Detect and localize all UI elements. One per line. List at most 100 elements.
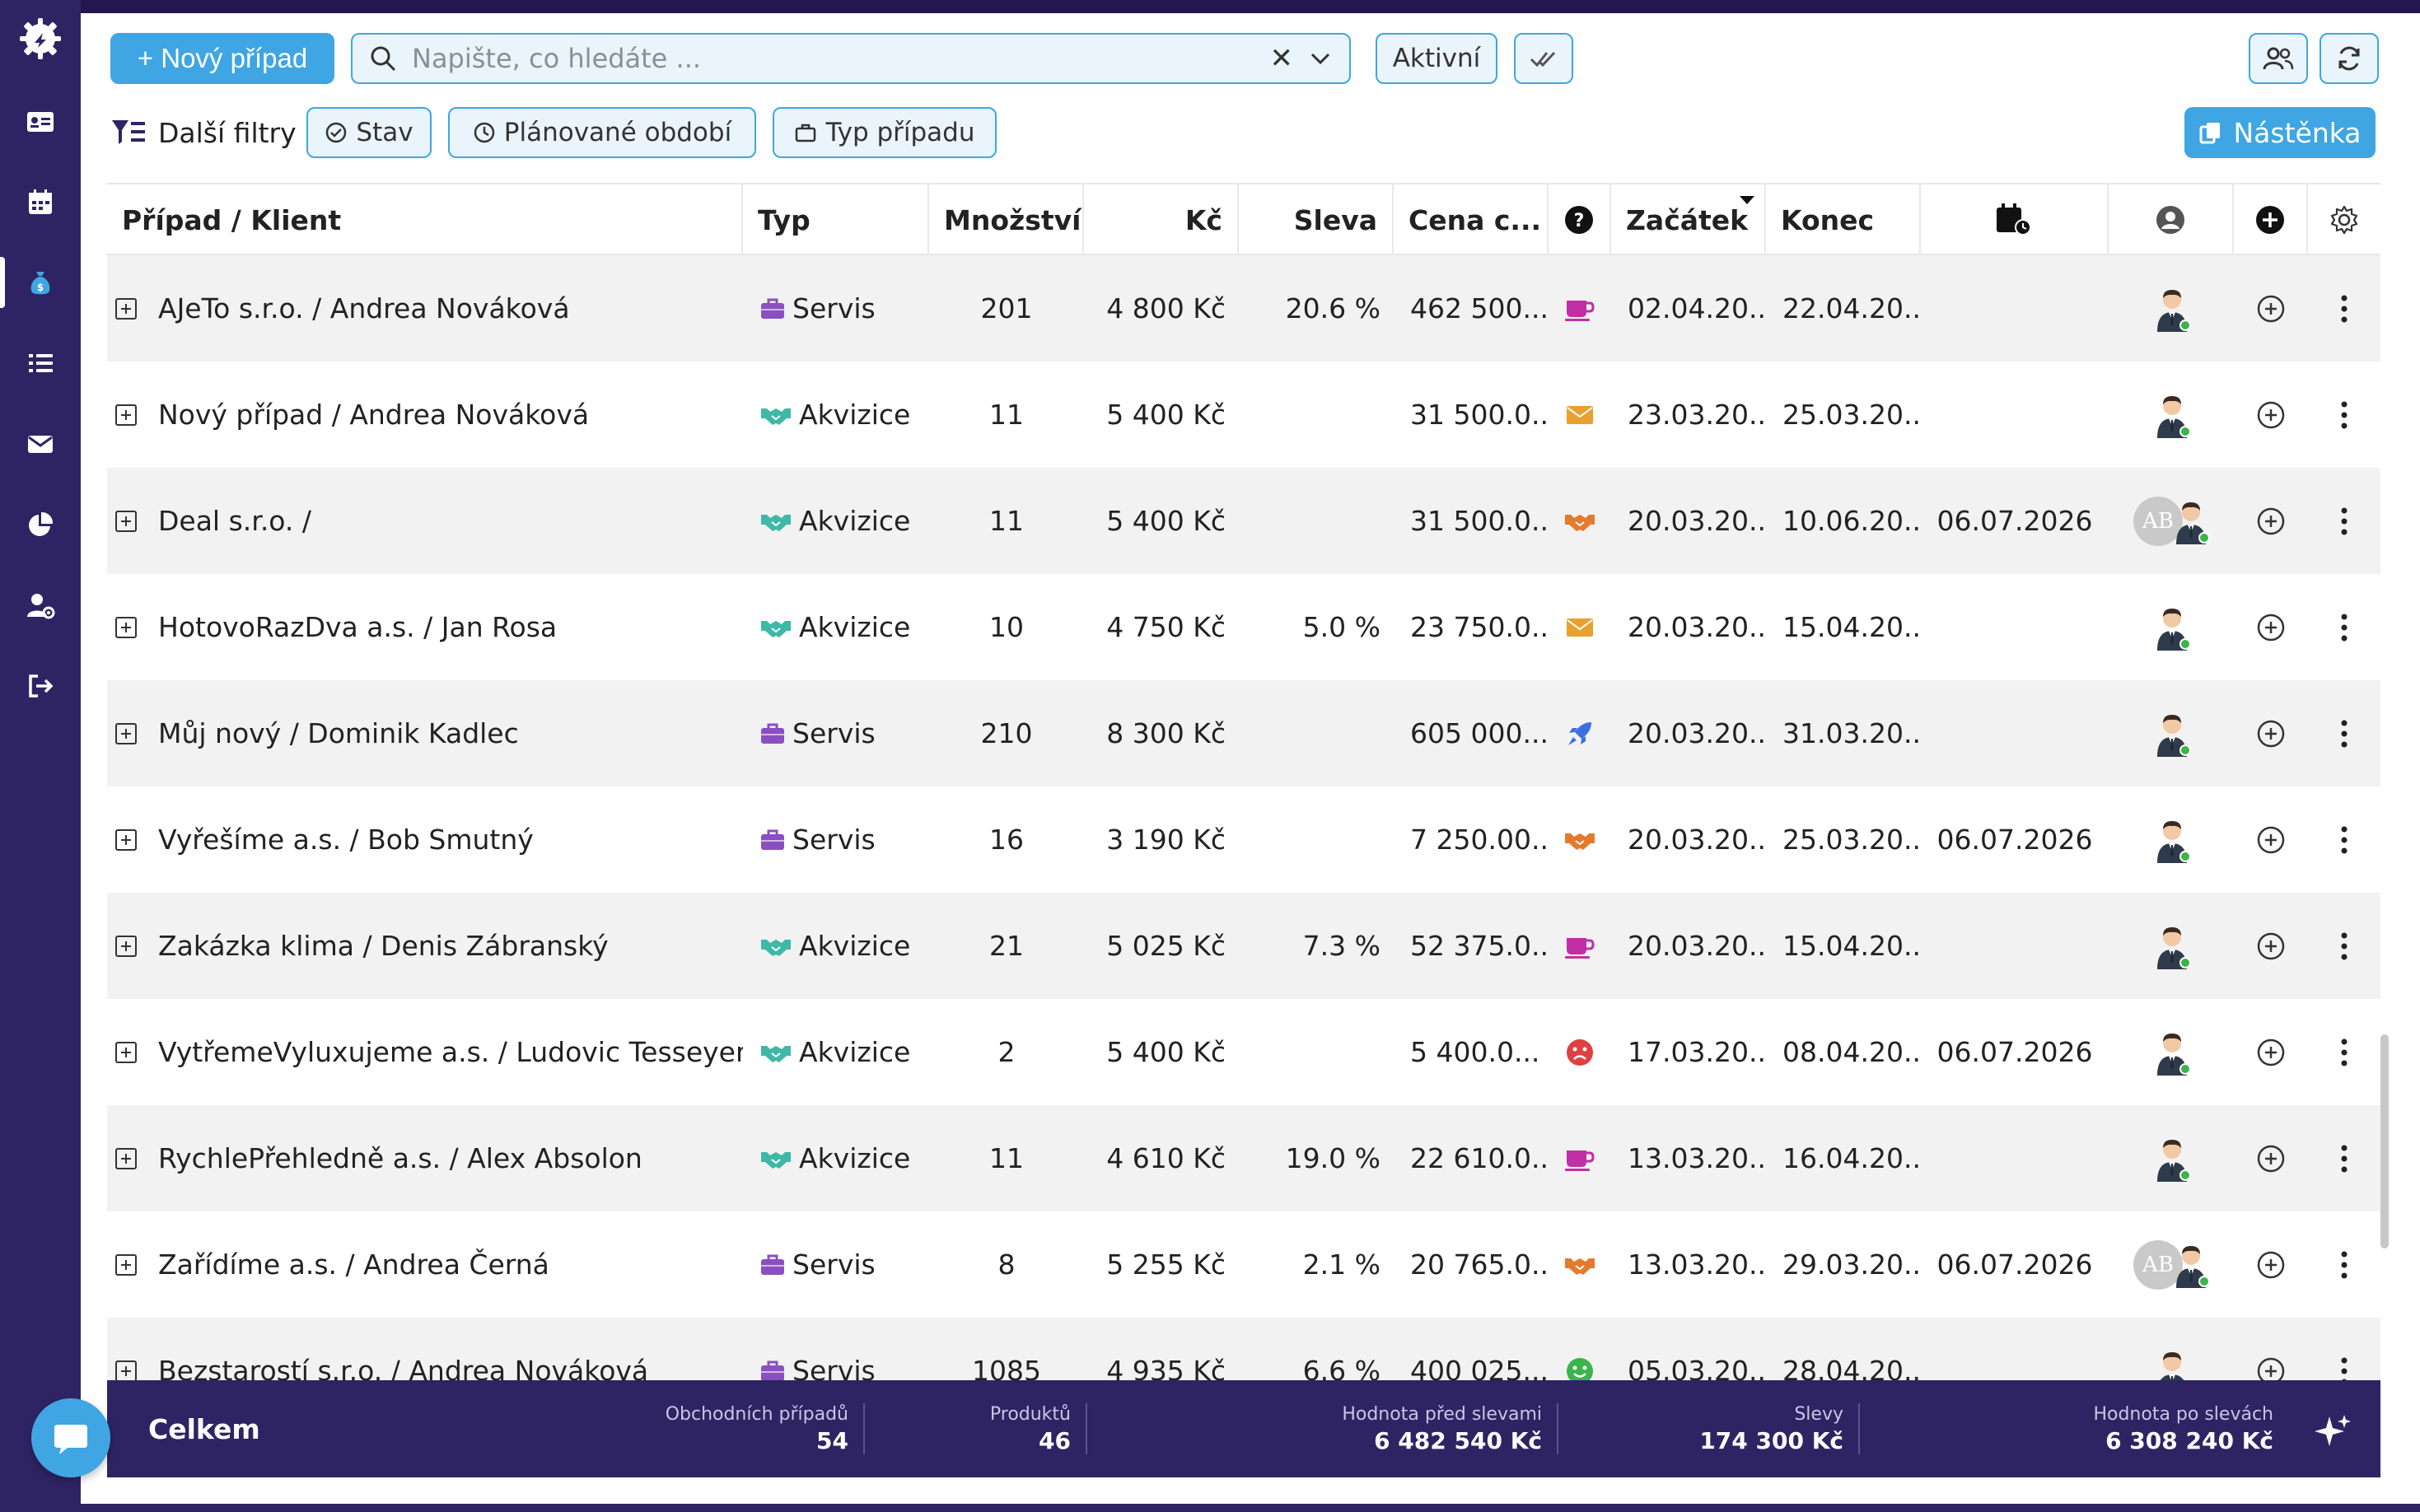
sidebar-item-reports[interactable]: [0, 488, 81, 562]
table-settings-button[interactable]: [2308, 184, 2380, 255]
col-total[interactable]: Cena c...: [1394, 184, 1549, 255]
table-row[interactable]: Vyřešíme a.s. / Bob Smutný Servis 16 3 190 …: [107, 786, 2380, 893]
table-row[interactable]: Deal s.r.o. / Akvizice 11 5 400 Kč 31 500.0.…: [107, 468, 2380, 574]
add-plus-icon[interactable]: [2256, 400, 2286, 430]
sidebar-item-user-settings[interactable]: [0, 568, 81, 642]
add-plus-icon[interactable]: [2256, 1144, 2286, 1174]
expand-row-icon[interactable]: [115, 404, 137, 426]
add-plus-icon[interactable]: [2256, 613, 2286, 642]
more-options-icon[interactable]: [2339, 613, 2349, 642]
col-start[interactable]: Začátek: [1611, 184, 1766, 255]
avatar[interactable]: [2152, 1137, 2191, 1182]
happy-face-icon[interactable]: [1566, 1357, 1594, 1385]
board-button[interactable]: Nástěnka: [2184, 107, 2376, 158]
clear-search-icon[interactable]: ✕: [1269, 42, 1294, 75]
expand-row-icon[interactable]: [115, 1041, 137, 1063]
app-logo-icon[interactable]: [18, 16, 63, 61]
avatar[interactable]: [2152, 819, 2191, 863]
filter-period-button[interactable]: Plánované období: [448, 107, 756, 158]
handshake-icon[interactable]: [1563, 828, 1596, 852]
col-type[interactable]: Typ: [743, 184, 929, 255]
sidebar-item-mail[interactable]: [0, 407, 81, 481]
avatar[interactable]: [2171, 500, 2210, 544]
expand-row-icon[interactable]: [115, 1147, 137, 1169]
more-filters-button[interactable]: Další filtry: [110, 107, 297, 158]
col-quantity[interactable]: Množství: [929, 184, 1084, 255]
more-options-icon[interactable]: [2339, 719, 2349, 749]
sad-face-icon[interactable]: [1566, 1038, 1594, 1066]
table-scrollbar[interactable]: [2380, 1034, 2389, 1248]
ai-assistant-button[interactable]: [2306, 1405, 2361, 1459]
col-status[interactable]: ?: [1549, 184, 1611, 255]
col-end[interactable]: Konec: [1766, 184, 1921, 255]
coffee-cup-icon[interactable]: [1563, 1144, 1596, 1174]
coffee-cup-icon[interactable]: [1563, 294, 1596, 324]
sidebar-item-calendar[interactable]: [0, 165, 81, 239]
col-add[interactable]: [2234, 184, 2308, 255]
avatar[interactable]: [2152, 394, 2191, 438]
table-row[interactable]: HotovoRazDva a.s. / Jan Rosa Akvizice 10 4 …: [107, 574, 2380, 680]
more-options-icon[interactable]: [2339, 1038, 2349, 1067]
col-planned[interactable]: [1921, 184, 2109, 255]
chat-button[interactable]: [31, 1398, 110, 1477]
search-input[interactable]: [412, 43, 1255, 74]
handshake-icon[interactable]: [1563, 510, 1596, 533]
table-row[interactable]: Nový případ / Andrea Nováková Akvizice 11 5…: [107, 362, 2380, 468]
filter-type-button[interactable]: Typ případu: [773, 107, 997, 158]
sidebar-item-deals[interactable]: $: [0, 245, 81, 320]
expand-row-icon[interactable]: [115, 828, 137, 851]
add-plus-icon[interactable]: [2256, 506, 2286, 536]
avatar[interactable]: [2171, 1244, 2210, 1288]
handshake-icon[interactable]: [1563, 1253, 1596, 1276]
expand-row-icon[interactable]: [115, 1360, 137, 1382]
expand-row-icon[interactable]: [115, 935, 137, 957]
col-price[interactable]: Kč: [1084, 184, 1239, 255]
col-discount[interactable]: Sleva: [1239, 184, 1394, 255]
more-options-icon[interactable]: [2339, 294, 2349, 324]
users-button[interactable]: [2249, 33, 2308, 84]
coffee-cup-icon[interactable]: [1563, 931, 1596, 961]
rocket-icon[interactable]: [1565, 719, 1595, 749]
expand-row-icon[interactable]: [115, 616, 137, 638]
table-row[interactable]: Můj nový / Dominik Kadlec Servis 210 8 300 …: [107, 680, 2380, 786]
avatar[interactable]: [2152, 712, 2191, 757]
refresh-button[interactable]: [2320, 33, 2379, 84]
table-row[interactable]: Zařídíme a.s. / Andrea Černá Servis 8 5 255…: [107, 1211, 2380, 1318]
col-case-client[interactable]: Případ / Klient: [107, 184, 743, 255]
add-plus-icon[interactable]: [2256, 719, 2286, 749]
envelope-icon[interactable]: [1565, 404, 1595, 427]
add-plus-icon[interactable]: [2256, 931, 2286, 961]
expand-row-icon[interactable]: [115, 297, 137, 320]
new-case-button[interactable]: + Nový případ: [110, 33, 334, 84]
more-options-icon[interactable]: [2339, 931, 2349, 961]
expand-row-icon[interactable]: [115, 510, 137, 532]
avatar[interactable]: [2152, 606, 2191, 651]
add-plus-icon[interactable]: [2256, 825, 2286, 855]
more-options-icon[interactable]: [2339, 400, 2349, 430]
table-row[interactable]: RychlePřehledně a.s. / Alex Absolon Akviz…: [107, 1105, 2380, 1211]
envelope-icon[interactable]: [1565, 616, 1595, 639]
table-row[interactable]: AJeTo s.r.o. / Andrea Nováková Servis 201 4…: [107, 255, 2380, 362]
filter-state-button[interactable]: Stav: [306, 107, 432, 158]
status-filter-button[interactable]: Aktivní: [1376, 33, 1497, 84]
select-all-button[interactable]: [1514, 33, 1573, 84]
search-box[interactable]: ✕: [351, 33, 1351, 84]
sidebar-item-contacts[interactable]: [0, 85, 81, 159]
table-row[interactable]: Zakázka klima / Denis Zábranský Akvizice 2…: [107, 893, 2380, 999]
more-options-icon[interactable]: [2339, 506, 2349, 536]
more-options-icon[interactable]: [2339, 825, 2349, 855]
avatar[interactable]: [2152, 925, 2191, 969]
add-plus-icon[interactable]: [2256, 1250, 2286, 1280]
avatar[interactable]: [2152, 1031, 2191, 1076]
add-plus-icon[interactable]: [2256, 294, 2286, 324]
table-row[interactable]: VytřemeVyluxujeme a.s. / Ludovic Tesseye…: [107, 999, 2380, 1105]
col-owner[interactable]: [2109, 184, 2234, 255]
sidebar-item-tasks[interactable]: [0, 326, 81, 400]
avatar[interactable]: [2152, 287, 2191, 332]
add-plus-icon[interactable]: [2256, 1038, 2286, 1067]
expand-row-icon[interactable]: [115, 1253, 137, 1276]
expand-row-icon[interactable]: [115, 722, 137, 744]
sidebar-item-logout[interactable]: [0, 649, 81, 723]
chevron-down-icon[interactable]: [1308, 46, 1333, 71]
more-options-icon[interactable]: [2339, 1250, 2349, 1280]
